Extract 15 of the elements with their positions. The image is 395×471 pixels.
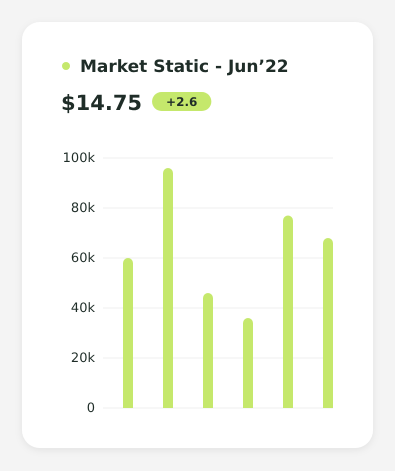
y-tick-label: 20k <box>70 351 96 366</box>
y-tick-label: 100k <box>62 151 96 166</box>
bar <box>283 216 293 408</box>
bar <box>163 168 173 408</box>
bar <box>203 293 213 408</box>
y-tick-label: 40k <box>70 301 96 316</box>
chart-subtitle: $14.75 <box>61 91 142 115</box>
y-tick-label: 80k <box>70 201 96 216</box>
bar <box>123 258 133 408</box>
bar <box>323 238 333 408</box>
chart-title: Market Static - Jun’22 <box>80 57 289 77</box>
bar <box>243 318 253 408</box>
y-tick-label: 0 <box>86 401 95 416</box>
text: +2.6 <box>166 95 198 109</box>
y-tick-label: 60k <box>70 251 96 266</box>
